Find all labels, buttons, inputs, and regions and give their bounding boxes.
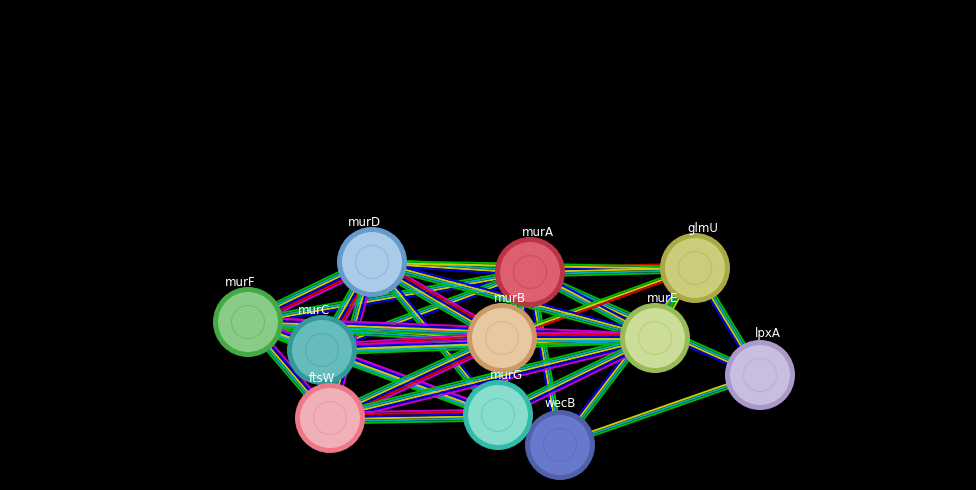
Circle shape (625, 308, 685, 368)
Text: murB: murB (494, 292, 526, 305)
Circle shape (744, 359, 777, 392)
Circle shape (660, 233, 730, 303)
Circle shape (295, 383, 365, 453)
Text: murE: murE (647, 292, 678, 305)
Circle shape (544, 428, 577, 462)
Circle shape (337, 227, 407, 297)
Circle shape (231, 305, 264, 339)
Circle shape (525, 410, 595, 480)
Text: glmU: glmU (687, 222, 718, 235)
Circle shape (620, 303, 690, 373)
Circle shape (292, 320, 352, 380)
Circle shape (355, 245, 388, 278)
Text: murF: murF (224, 276, 256, 289)
Circle shape (678, 251, 712, 285)
Circle shape (213, 287, 283, 357)
Circle shape (730, 345, 790, 405)
Circle shape (638, 321, 671, 354)
Circle shape (300, 388, 360, 448)
Circle shape (665, 238, 725, 298)
Text: wecB: wecB (545, 397, 576, 410)
Text: murC: murC (298, 304, 330, 317)
Circle shape (500, 242, 560, 302)
Text: ftsW: ftsW (308, 372, 335, 385)
Text: murD: murD (347, 216, 381, 229)
Circle shape (313, 401, 346, 435)
Circle shape (530, 415, 590, 475)
Circle shape (725, 340, 795, 410)
Text: murA: murA (522, 226, 554, 239)
Circle shape (481, 398, 514, 432)
Circle shape (485, 321, 518, 354)
Text: lpxA: lpxA (755, 327, 781, 340)
Circle shape (495, 237, 565, 307)
Circle shape (342, 232, 402, 292)
Circle shape (305, 334, 339, 367)
Circle shape (463, 380, 533, 450)
Circle shape (468, 385, 528, 445)
Circle shape (467, 303, 537, 373)
Circle shape (287, 315, 357, 385)
Circle shape (472, 308, 532, 368)
Circle shape (218, 292, 278, 352)
Circle shape (513, 255, 547, 289)
Text: murG: murG (489, 369, 522, 382)
